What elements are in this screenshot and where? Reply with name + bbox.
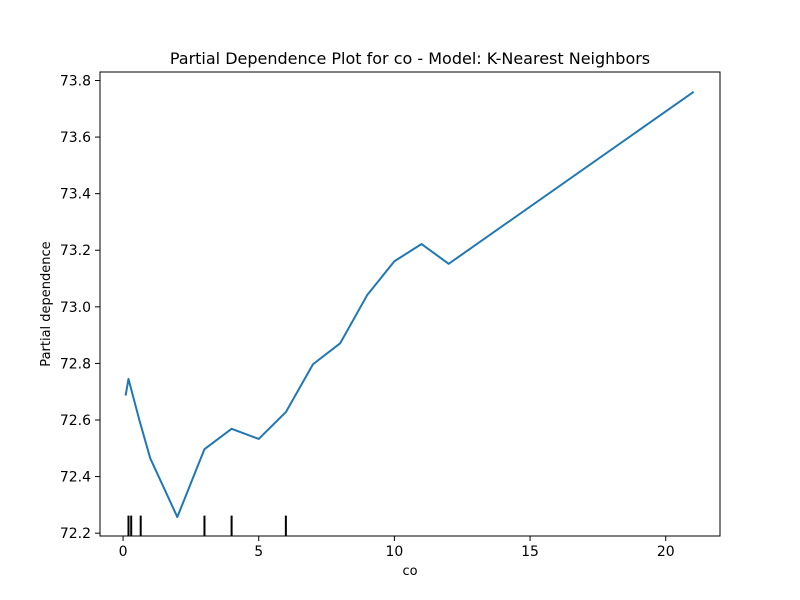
y-tick-label: 72.4 [60, 470, 91, 486]
plot-area: 0 5 10 15 20 72.2 72.4 72.6 72.8 73.0 73.2 73.4 73.6… [60, 73, 695, 560]
chart-title: Partial Dependence Plot for co - Model: … [170, 49, 650, 68]
y-tick-label: 73.8 [60, 73, 91, 89]
x-tick-label: 15 [521, 544, 539, 560]
x-tick-label: 0 [119, 544, 128, 560]
y-tick-label: 72.8 [60, 356, 91, 372]
y-tick-label: 73.0 [60, 300, 91, 316]
plot-frame [99, 71, 721, 537]
x-axis-label: co [402, 564, 417, 579]
y-tick-label: 73.6 [60, 130, 91, 146]
y-axis-label: Partial dependence [39, 241, 54, 366]
x-tick-label: 5 [254, 544, 263, 560]
x-tick-label: 10 [385, 544, 403, 560]
partial-dependence-line [124, 90, 695, 519]
y-tick-label: 73.4 [60, 187, 91, 203]
y-tick-label: 73.2 [60, 243, 91, 259]
x-tick-label: 20 [657, 544, 675, 560]
y-tick-label: 72.6 [60, 413, 91, 429]
y-tick-label: 72.2 [60, 526, 91, 542]
